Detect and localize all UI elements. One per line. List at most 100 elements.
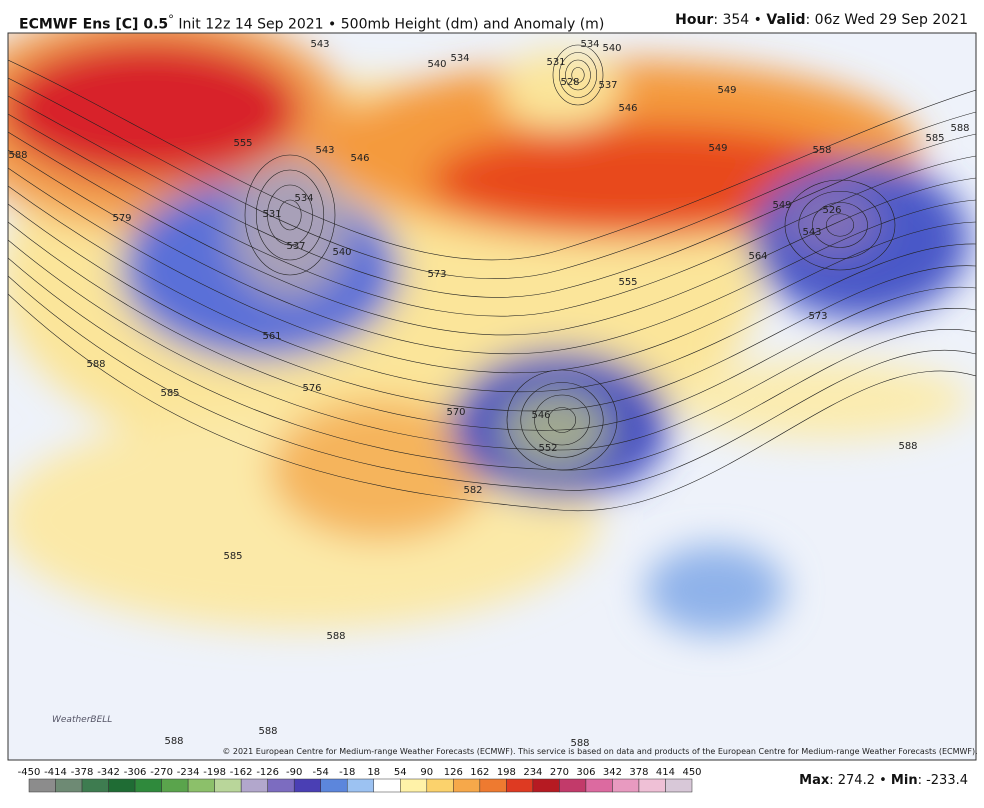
- title: ECMWF Ens [C] 0.5° Init 12z 14 Sep 2021 …: [19, 12, 604, 33]
- map-frame: [7, 32, 977, 761]
- colorbar-swatch: [134, 778, 162, 793]
- contour-label: 531: [262, 209, 281, 220]
- colorbar-swatch: [453, 778, 481, 793]
- height-contour: [812, 202, 868, 248]
- height-contour: [552, 44, 604, 106]
- hour-label: Hour: [675, 12, 714, 28]
- height-contour: [784, 179, 896, 271]
- contour-label: 588: [326, 631, 345, 642]
- colorbar-swatch: [187, 778, 215, 793]
- degree: °: [168, 12, 174, 26]
- colorbar-tick-label: -414: [44, 767, 67, 778]
- contour-label: 579: [112, 213, 131, 224]
- contour-label: 573: [808, 311, 827, 322]
- colorbar-tick-label: -234: [177, 767, 200, 778]
- contour-label: 588: [164, 736, 183, 747]
- anomaly-area: [8, 40, 300, 180]
- colorbar-swatch: [81, 778, 109, 793]
- contour-label: 549: [717, 85, 736, 96]
- max-value: : 274.2 •: [829, 773, 891, 788]
- contour-label: 564: [748, 251, 767, 262]
- title-bold: ECMWF Ens [C] 0.5: [19, 16, 169, 33]
- valid-label: Valid: [766, 12, 806, 28]
- colorbar-swatch: [559, 778, 587, 793]
- height-contour: [571, 67, 585, 83]
- colorbar-tick-label: 414: [656, 767, 675, 778]
- colorbar-tick-label: 450: [682, 767, 701, 778]
- footer: Max: 274.2 • Min: -233.4: [799, 773, 968, 788]
- valid-value: : 06z Wed 29 Sep 2021: [805, 12, 968, 28]
- height-contour: [8, 239, 976, 451]
- colorbar-tick-label: 126: [444, 767, 463, 778]
- valid-time: Hour: 354 • Valid: 06z Wed 29 Sep 2021: [675, 12, 968, 28]
- colorbar-tick-label: -378: [71, 767, 94, 778]
- contour-label: 588: [950, 123, 969, 134]
- colorbar-tick-label: -126: [256, 767, 279, 778]
- contour-label: 588: [898, 441, 917, 452]
- min-label: Min: [890, 773, 918, 788]
- colorbar-swatch: [426, 778, 454, 793]
- height-contour: [8, 185, 976, 393]
- contour-label: 582: [463, 485, 482, 496]
- colorbar-tick-label: 54: [394, 767, 407, 778]
- colorbar-swatch: [638, 778, 666, 793]
- contour-label: 555: [618, 277, 637, 288]
- colorbar-tick-label: 306: [576, 767, 595, 778]
- contour-label: 576: [302, 383, 321, 394]
- colorbar-tick-label: 378: [629, 767, 648, 778]
- min-value: : -233.4: [917, 773, 968, 788]
- contour-label: 534: [450, 53, 469, 64]
- height-contour: [825, 213, 855, 237]
- logo: WeatherBELL: [52, 715, 112, 725]
- colorbar-tick-label: 234: [523, 767, 542, 778]
- colorbar-swatch: [479, 778, 507, 793]
- colorbar-swatch: [665, 778, 693, 793]
- colorbar-swatch: [373, 778, 401, 793]
- contour-label: 573: [427, 269, 446, 280]
- colorbar-tick-label: -270: [150, 767, 173, 778]
- height-contour: [520, 382, 604, 458]
- contour-label: 585: [223, 551, 242, 562]
- colorbar-swatch: [320, 778, 348, 793]
- height-contour: [8, 95, 976, 298]
- height-contour: [8, 131, 976, 336]
- height-contour: [534, 394, 590, 446]
- colorbar-tick-label: -306: [124, 767, 147, 778]
- contour-label: 555: [233, 138, 252, 149]
- contour-label: 540: [427, 59, 446, 70]
- colorbar-swatch: [267, 778, 295, 793]
- colorbar-tick-label: -162: [230, 767, 253, 778]
- height-contour: [278, 199, 302, 231]
- height-contour: [8, 221, 976, 431]
- contour-label: 531: [546, 57, 565, 68]
- height-contour: [8, 113, 976, 317]
- height-contour: [244, 154, 336, 276]
- contour-label: 534: [580, 39, 599, 50]
- contour-label: 585: [160, 388, 179, 399]
- contour-label: 526: [822, 205, 841, 216]
- contour-label: 588: [86, 359, 105, 370]
- colorbar-swatch: [293, 778, 321, 793]
- height-contour: [267, 184, 313, 246]
- anomaly-area: [645, 545, 785, 635]
- anomaly-area: [780, 185, 880, 255]
- colorbar-tick-label: -90: [286, 767, 302, 778]
- contour-label: 537: [598, 80, 617, 91]
- contour-label: 543: [310, 39, 329, 50]
- contour-label: 588: [8, 150, 27, 161]
- contour-label: 546: [350, 153, 369, 164]
- height-contour: [255, 169, 325, 261]
- anomaly-shading: [8, 33, 970, 635]
- contour-label: 543: [802, 227, 821, 238]
- colorbar-swatch: [161, 778, 189, 793]
- colorbar-tick-label: 270: [550, 767, 569, 778]
- contour-label: 546: [531, 410, 550, 421]
- height-contour: [558, 52, 598, 98]
- colorbar-swatch: [400, 778, 428, 793]
- colorbar-swatch: [585, 778, 613, 793]
- height-contour: [8, 275, 976, 491]
- height-contour: [798, 190, 882, 260]
- contour-label: 588: [258, 726, 277, 737]
